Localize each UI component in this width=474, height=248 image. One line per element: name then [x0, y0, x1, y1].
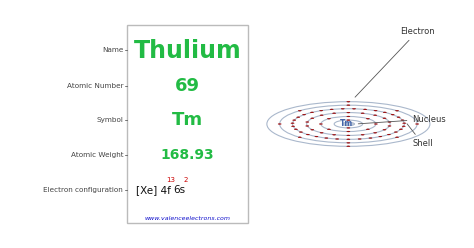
Ellipse shape	[310, 129, 314, 130]
Ellipse shape	[383, 129, 386, 130]
Text: Electron configuration: Electron configuration	[44, 187, 123, 193]
Text: Tm: Tm	[340, 120, 354, 128]
Ellipse shape	[346, 101, 350, 102]
Ellipse shape	[346, 139, 350, 140]
Ellipse shape	[306, 125, 309, 126]
Ellipse shape	[383, 118, 386, 119]
Text: 168.93: 168.93	[161, 148, 214, 162]
Ellipse shape	[320, 132, 323, 133]
Ellipse shape	[374, 132, 377, 133]
Ellipse shape	[402, 123, 406, 124]
Ellipse shape	[352, 108, 356, 109]
Ellipse shape	[298, 137, 301, 138]
Ellipse shape	[291, 123, 294, 124]
Ellipse shape	[397, 117, 400, 118]
Ellipse shape	[342, 122, 355, 126]
Ellipse shape	[306, 134, 310, 135]
Ellipse shape	[374, 115, 377, 116]
Ellipse shape	[388, 125, 391, 126]
Ellipse shape	[320, 115, 323, 116]
Ellipse shape	[332, 113, 336, 114]
Ellipse shape	[302, 114, 306, 115]
Text: Thulium: Thulium	[134, 39, 241, 63]
Ellipse shape	[395, 110, 399, 111]
Ellipse shape	[391, 114, 394, 115]
Text: Name: Name	[102, 47, 123, 53]
Ellipse shape	[346, 146, 350, 147]
Ellipse shape	[327, 129, 330, 130]
Text: 69: 69	[175, 77, 200, 94]
Ellipse shape	[341, 108, 345, 109]
Text: Tm: Tm	[172, 111, 203, 129]
Ellipse shape	[319, 110, 323, 111]
Ellipse shape	[366, 118, 370, 119]
Text: Atomic Number: Atomic Number	[67, 83, 123, 89]
Text: 6s: 6s	[173, 185, 186, 195]
Ellipse shape	[395, 137, 399, 138]
Ellipse shape	[361, 113, 365, 114]
Ellipse shape	[401, 120, 404, 121]
Text: Shell: Shell	[407, 124, 433, 148]
Ellipse shape	[402, 126, 405, 127]
Ellipse shape	[399, 129, 402, 130]
Ellipse shape	[346, 131, 350, 132]
Text: Atomic Weight: Atomic Weight	[71, 152, 123, 158]
FancyBboxPatch shape	[127, 25, 248, 223]
Ellipse shape	[332, 134, 336, 135]
Text: 2: 2	[184, 177, 188, 183]
Text: www.valenceelectrons.com: www.valenceelectrons.com	[145, 216, 230, 221]
Ellipse shape	[310, 118, 314, 119]
Ellipse shape	[346, 142, 350, 143]
Text: [Xe] 4f: [Xe] 4f	[136, 185, 171, 195]
Ellipse shape	[292, 126, 295, 127]
Text: Symbol: Symbol	[96, 117, 123, 123]
Ellipse shape	[346, 135, 350, 136]
Ellipse shape	[361, 134, 365, 135]
Text: Electron: Electron	[355, 27, 435, 97]
Ellipse shape	[297, 117, 300, 118]
Ellipse shape	[325, 138, 328, 139]
Text: Nucleus: Nucleus	[358, 115, 446, 124]
Ellipse shape	[387, 134, 391, 135]
Ellipse shape	[346, 120, 350, 121]
Ellipse shape	[310, 112, 314, 113]
Ellipse shape	[315, 136, 318, 137]
Ellipse shape	[369, 138, 372, 139]
Ellipse shape	[346, 127, 350, 128]
Ellipse shape	[379, 136, 382, 137]
Ellipse shape	[388, 122, 391, 123]
Ellipse shape	[327, 118, 330, 119]
Ellipse shape	[383, 112, 386, 113]
Ellipse shape	[298, 110, 301, 111]
Ellipse shape	[346, 105, 350, 106]
Ellipse shape	[292, 120, 296, 121]
Ellipse shape	[330, 109, 333, 110]
Ellipse shape	[364, 109, 367, 110]
Ellipse shape	[306, 122, 309, 123]
Ellipse shape	[366, 129, 370, 130]
Ellipse shape	[374, 110, 377, 111]
Ellipse shape	[346, 112, 350, 113]
Text: 13: 13	[166, 177, 175, 183]
Ellipse shape	[294, 129, 298, 130]
Ellipse shape	[346, 116, 350, 117]
